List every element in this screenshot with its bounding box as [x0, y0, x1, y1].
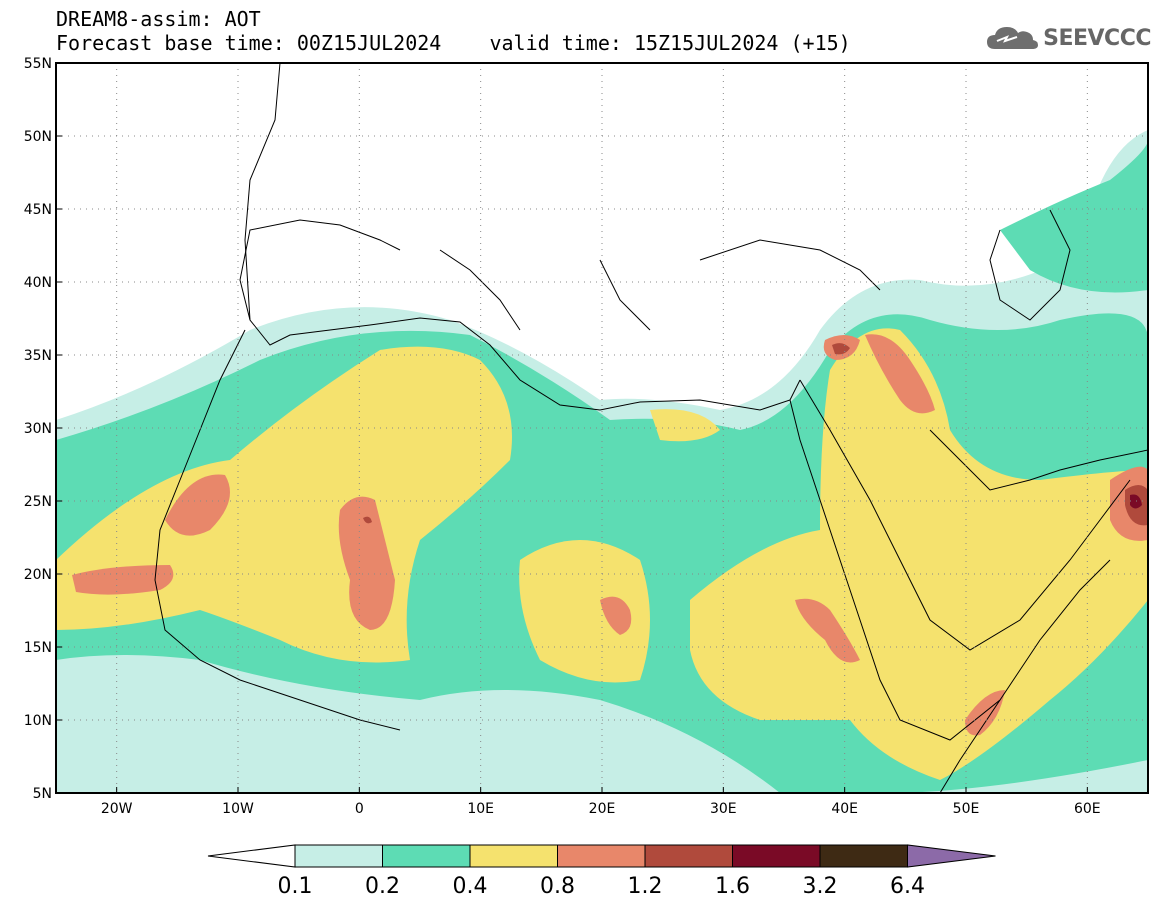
aot-band-0.4-central	[519, 540, 650, 683]
lat-tick-label: 25N	[24, 494, 52, 510]
lat-tick-label: 10N	[24, 713, 52, 729]
colorbar-segment	[732, 844, 821, 868]
aot-field	[56, 130, 1148, 793]
colorbar-segment	[469, 844, 558, 868]
coastlines	[154, 63, 1148, 793]
coastline-italy	[439, 249, 521, 331]
coastline-greece	[599, 259, 651, 331]
lon-tick-label: 10W	[222, 801, 254, 817]
lon-tick-label: 0	[355, 801, 364, 817]
colorbar-level-label: 3.2	[803, 874, 838, 899]
colorbar-segment	[294, 844, 383, 868]
colorbar-lower-arrow	[207, 844, 296, 868]
colorbar-level-label: 6.4	[890, 874, 925, 899]
logo-text: SEEVCCC	[1043, 25, 1151, 51]
lat-tick-label: 30N	[24, 421, 52, 437]
aot-band-0.8-iraq	[865, 334, 935, 414]
seevccc-logo: SEEVCCC	[985, 22, 1151, 54]
lat-tick-label: 45N	[24, 202, 52, 218]
coastline-iberia	[239, 219, 401, 321]
lon-tick-label: 40E	[831, 801, 858, 817]
aot-band-0.2-caspian	[1000, 140, 1148, 293]
aot-band-0.4-west	[56, 346, 512, 663]
lon-tick-label: 60E	[1074, 801, 1101, 817]
axis-labels: 20W 10W 0 10E 20E 30E 40E 50E 60E 55N 50N 45N 40N 35N…	[24, 56, 1101, 817]
colorbar-level-label: 0.4	[453, 874, 488, 899]
coastline-red-sea	[789, 399, 1111, 741]
lon-tick-label: 30E	[710, 801, 737, 817]
coastline-persian-gulf	[929, 429, 1148, 491]
aot-band-1.2-syria	[832, 343, 850, 355]
coastline-black-sea	[699, 239, 881, 291]
aot-band-0.4-east	[690, 328, 1148, 780]
coastline-arabia	[799, 379, 1131, 651]
colorbar-level-label: 1.6	[715, 874, 750, 899]
lat-tick-label: 55N	[24, 56, 52, 72]
colorbar-level-label: 0.2	[365, 874, 400, 899]
lon-tick-label: 10E	[467, 801, 494, 817]
aot-band-0.8-mauritania	[165, 474, 230, 536]
aot-band-1.2-mali	[363, 516, 372, 524]
colorbar-level-label: 0.8	[540, 874, 575, 899]
aot-band-0.8-mali	[338, 496, 395, 630]
colorbar-level-label: 1.2	[628, 874, 663, 899]
map-title: DREAM8-assim: AOT	[56, 7, 261, 31]
lon-tick-label: 50E	[953, 801, 980, 817]
colorbar-level-label: 0.1	[278, 874, 313, 899]
map-frame	[55, 62, 1149, 794]
aot-band-0.8-senegal	[72, 565, 174, 595]
lon-tick-label: 20W	[101, 801, 133, 817]
lat-tick-label: 50N	[24, 129, 52, 145]
lat-tick-label: 15N	[24, 640, 52, 656]
aot-band-0.4-libya	[650, 409, 720, 442]
colorbar: 0.1 0.2 0.4 0.8 1.2 1.6 3.2 6.4	[207, 844, 996, 899]
colorbar-segment	[644, 844, 733, 868]
colorbar-segment	[557, 844, 646, 868]
coastline-caspian	[989, 209, 1071, 321]
lat-tick-label: 20N	[24, 567, 52, 583]
aot-band-0.8-eritrea	[795, 598, 860, 663]
aot-band-0.8-chad	[600, 596, 632, 635]
lat-tick-label: 35N	[24, 348, 52, 364]
lon-tick-label: 20E	[589, 801, 616, 817]
lat-tick-label: 40N	[24, 275, 52, 291]
aot-band-0.8-horn	[965, 690, 1005, 736]
coastline-africa-atlantic	[154, 329, 401, 731]
lat-tick-label: 5N	[33, 786, 52, 802]
colorbar-segment	[382, 844, 471, 868]
cloud-icon	[987, 27, 1039, 49]
colorbar-segment	[819, 844, 908, 868]
colorbar-upper-arrow	[907, 844, 996, 868]
map-subtitle-times: Forecast base time: 00Z15JUL2024 valid t…	[56, 31, 851, 55]
